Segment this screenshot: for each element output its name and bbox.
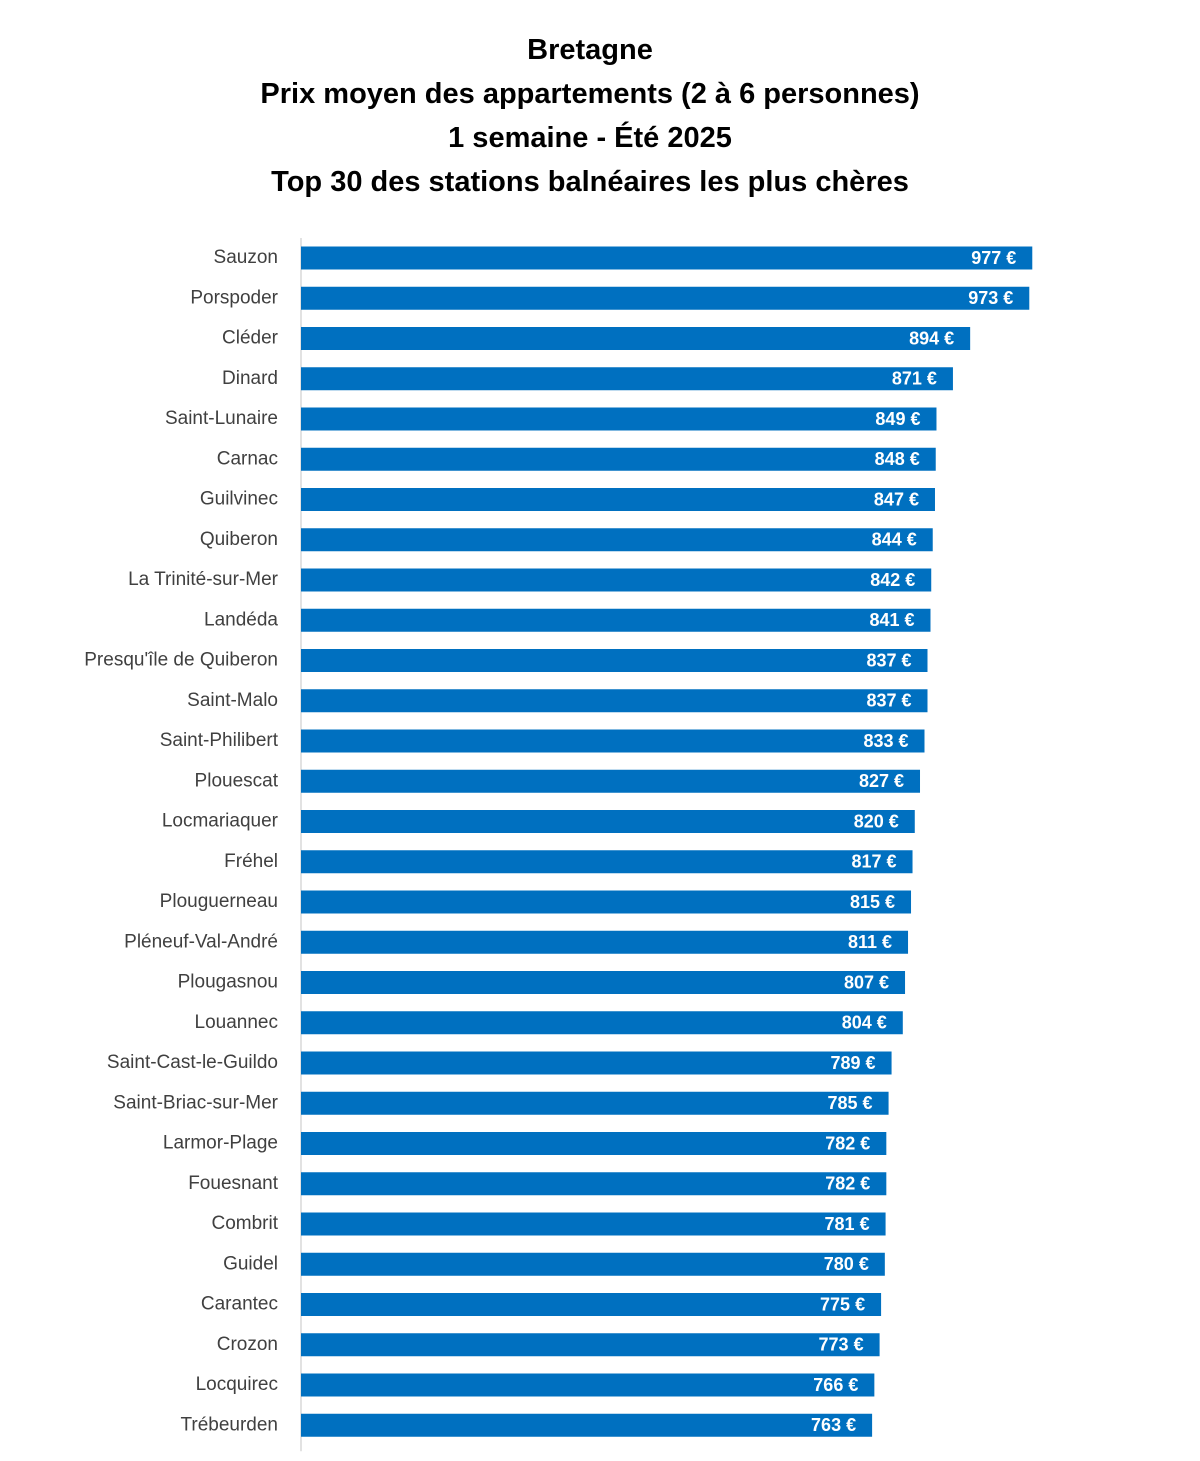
data-label: 894 € xyxy=(909,328,954,348)
data-label: 789 € xyxy=(831,1053,876,1073)
bar xyxy=(301,769,921,793)
data-label: 977 € xyxy=(971,248,1016,268)
bar xyxy=(301,1011,903,1035)
category-label: Trébeurden xyxy=(180,1414,278,1435)
bar xyxy=(301,1293,882,1316)
bar xyxy=(301,930,909,954)
category-label: Larmor-Plage xyxy=(163,1133,278,1154)
bar xyxy=(301,689,928,713)
bar xyxy=(301,568,932,592)
chart-title: Bretagne Prix moyen des appartements (2 … xyxy=(0,28,1180,204)
category-label: Crozon xyxy=(217,1334,278,1355)
bar xyxy=(301,850,913,874)
bar xyxy=(301,729,925,753)
bar xyxy=(301,1132,887,1155)
bar xyxy=(301,367,953,391)
data-label: 847 € xyxy=(874,489,919,509)
bar xyxy=(301,1373,875,1397)
category-label: Pléneuf-Val-André xyxy=(124,931,278,952)
bar xyxy=(301,1333,880,1357)
data-label: 782 € xyxy=(825,1133,870,1153)
category-label: La Trinité-sur-Mer xyxy=(128,569,279,590)
data-label: 775 € xyxy=(820,1294,865,1314)
data-label: 785 € xyxy=(828,1093,873,1113)
bar xyxy=(301,1172,887,1196)
category-label: Saint-Cast-le-Guildo xyxy=(107,1052,278,1073)
category-label: Quiberon xyxy=(200,529,278,550)
data-label: 973 € xyxy=(968,288,1013,308)
data-label: 780 € xyxy=(824,1254,869,1274)
data-label: 844 € xyxy=(872,530,917,550)
bar xyxy=(301,1252,885,1276)
category-label: Saint-Malo xyxy=(187,690,278,711)
bar xyxy=(301,971,906,994)
data-label: 820 € xyxy=(854,811,899,831)
category-label: Plouguerneau xyxy=(160,891,278,912)
category-label: Guidel xyxy=(223,1253,278,1274)
data-label: 782 € xyxy=(825,1174,870,1194)
category-label: Guilvinec xyxy=(200,489,278,510)
category-label: Carantec xyxy=(201,1294,278,1315)
bar xyxy=(301,1413,873,1437)
bar xyxy=(301,528,933,552)
data-label: 849 € xyxy=(875,409,920,429)
bar xyxy=(301,649,928,672)
bar xyxy=(301,286,1030,310)
category-label: Saint-Philibert xyxy=(160,730,279,751)
bar xyxy=(301,447,936,471)
category-label: Plougasnou xyxy=(178,972,278,993)
category-label: Dinard xyxy=(222,368,278,389)
data-label: 842 € xyxy=(870,570,915,590)
data-label: 807 € xyxy=(844,972,889,992)
category-label: Carnac xyxy=(217,448,278,469)
bar xyxy=(301,327,971,350)
category-label: Presqu'île de Quiberon xyxy=(84,650,278,671)
category-label: Porspoder xyxy=(190,287,278,308)
data-label: 871 € xyxy=(892,369,937,389)
category-label: Combrit xyxy=(211,1213,278,1234)
category-label: Louannec xyxy=(195,1012,278,1033)
bar xyxy=(301,608,931,632)
title-line-1: Bretagne xyxy=(527,34,653,66)
bar xyxy=(301,890,912,914)
category-label: Plouescat xyxy=(195,770,279,791)
data-label: 811 € xyxy=(848,932,892,952)
title-line-4: Top 30 des stations balnéaires les plus … xyxy=(271,166,909,198)
data-label: 773 € xyxy=(819,1335,864,1355)
bar xyxy=(301,1212,886,1236)
data-label: 781 € xyxy=(825,1214,870,1234)
bar xyxy=(301,488,935,511)
data-label: 848 € xyxy=(875,449,920,469)
data-label: 763 € xyxy=(811,1415,856,1435)
data-label: 766 € xyxy=(813,1375,858,1395)
data-label: 817 € xyxy=(851,852,896,872)
category-label: Locquirec xyxy=(196,1374,278,1395)
category-label: Locmariaquer xyxy=(162,811,279,832)
category-label: Landéda xyxy=(204,609,278,630)
bar xyxy=(301,1051,892,1075)
category-label: Saint-Briac-sur-Mer xyxy=(113,1092,278,1113)
category-label: Saint-Lunaire xyxy=(165,408,278,429)
data-label: 815 € xyxy=(850,892,895,912)
category-label: Fouesnant xyxy=(188,1173,279,1194)
data-label: 837 € xyxy=(866,650,911,670)
data-label: 833 € xyxy=(863,731,908,751)
bar xyxy=(301,810,915,833)
data-label: 841 € xyxy=(869,610,914,630)
category-label: Fréhel xyxy=(224,851,278,872)
bar xyxy=(301,1091,889,1115)
bar xyxy=(301,246,1033,270)
bar xyxy=(301,407,937,431)
category-label: Cléder xyxy=(222,328,279,349)
data-label: 827 € xyxy=(859,771,904,791)
data-label: 804 € xyxy=(842,1013,887,1033)
data-label: 837 € xyxy=(866,691,911,711)
category-label: Sauzon xyxy=(214,247,278,268)
title-line-2: Prix moyen des appartements (2 à 6 perso… xyxy=(260,78,920,110)
bars-group: Sauzon 977 € Porspoder 973 € Cléder 894 € Dina… xyxy=(84,238,1033,1452)
title-line-3: 1 semaine - Été 2025 xyxy=(448,122,732,154)
